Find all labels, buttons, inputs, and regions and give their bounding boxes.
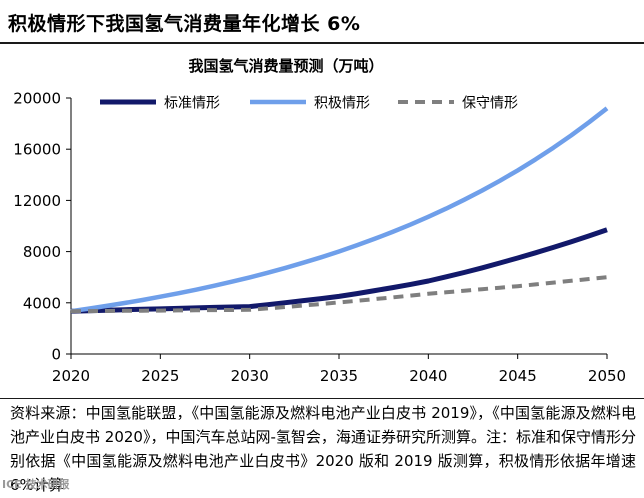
x-tick-label: 2035 bbox=[320, 367, 358, 385]
hydrogen-consumption-chart: 我国氢气消费量预测（万吨） 0 4000 8000 12000 16000 20000 20… bbox=[13, 57, 626, 386]
title-divider bbox=[0, 42, 644, 44]
series-line-3 bbox=[70, 275, 608, 314]
x-tick-label: 2040 bbox=[409, 367, 447, 385]
x-tick-label: 2025 bbox=[141, 367, 179, 385]
y-tick-label: 12000 bbox=[13, 192, 61, 210]
y-tick-label: 4000 bbox=[23, 294, 61, 312]
series-line-2 bbox=[70, 106, 609, 314]
x-tick-label: 2020 bbox=[52, 367, 90, 385]
y-tick-label: 0 bbox=[51, 346, 61, 364]
y-tick-label: 8000 bbox=[23, 243, 61, 261]
chart-title: 我国氢气消费量预测（万吨） bbox=[188, 57, 383, 75]
legend-label-2: 积极情形 bbox=[314, 96, 370, 112]
legend-label-3: 保守情形 bbox=[462, 96, 518, 112]
source-note: 资料来源：中国氢能联盟，《中国氢能源及燃料电池产业白皮书 2019》，《中国氢能… bbox=[10, 404, 636, 494]
axes: 0 4000 8000 12000 16000 20000 2020 2025 2030 2035… bbox=[13, 90, 626, 386]
legend: 标准情形 积极情形 保守情形 bbox=[100, 96, 518, 112]
x-tick-label: 2045 bbox=[499, 367, 537, 385]
series-layer bbox=[70, 106, 609, 314]
source-divider bbox=[0, 398, 644, 399]
x-tick-label: 2050 bbox=[588, 367, 626, 385]
y-tick-label: 16000 bbox=[13, 141, 61, 159]
y-tick-label: 20000 bbox=[13, 90, 61, 108]
watermark: ICE 技术研报 bbox=[2, 478, 70, 491]
x-tick-label: 2030 bbox=[231, 367, 269, 385]
legend-label-1: 标准情形 bbox=[164, 96, 220, 112]
page-title: 积极情形下我国氢气消费量年化增长 6% bbox=[8, 13, 361, 35]
